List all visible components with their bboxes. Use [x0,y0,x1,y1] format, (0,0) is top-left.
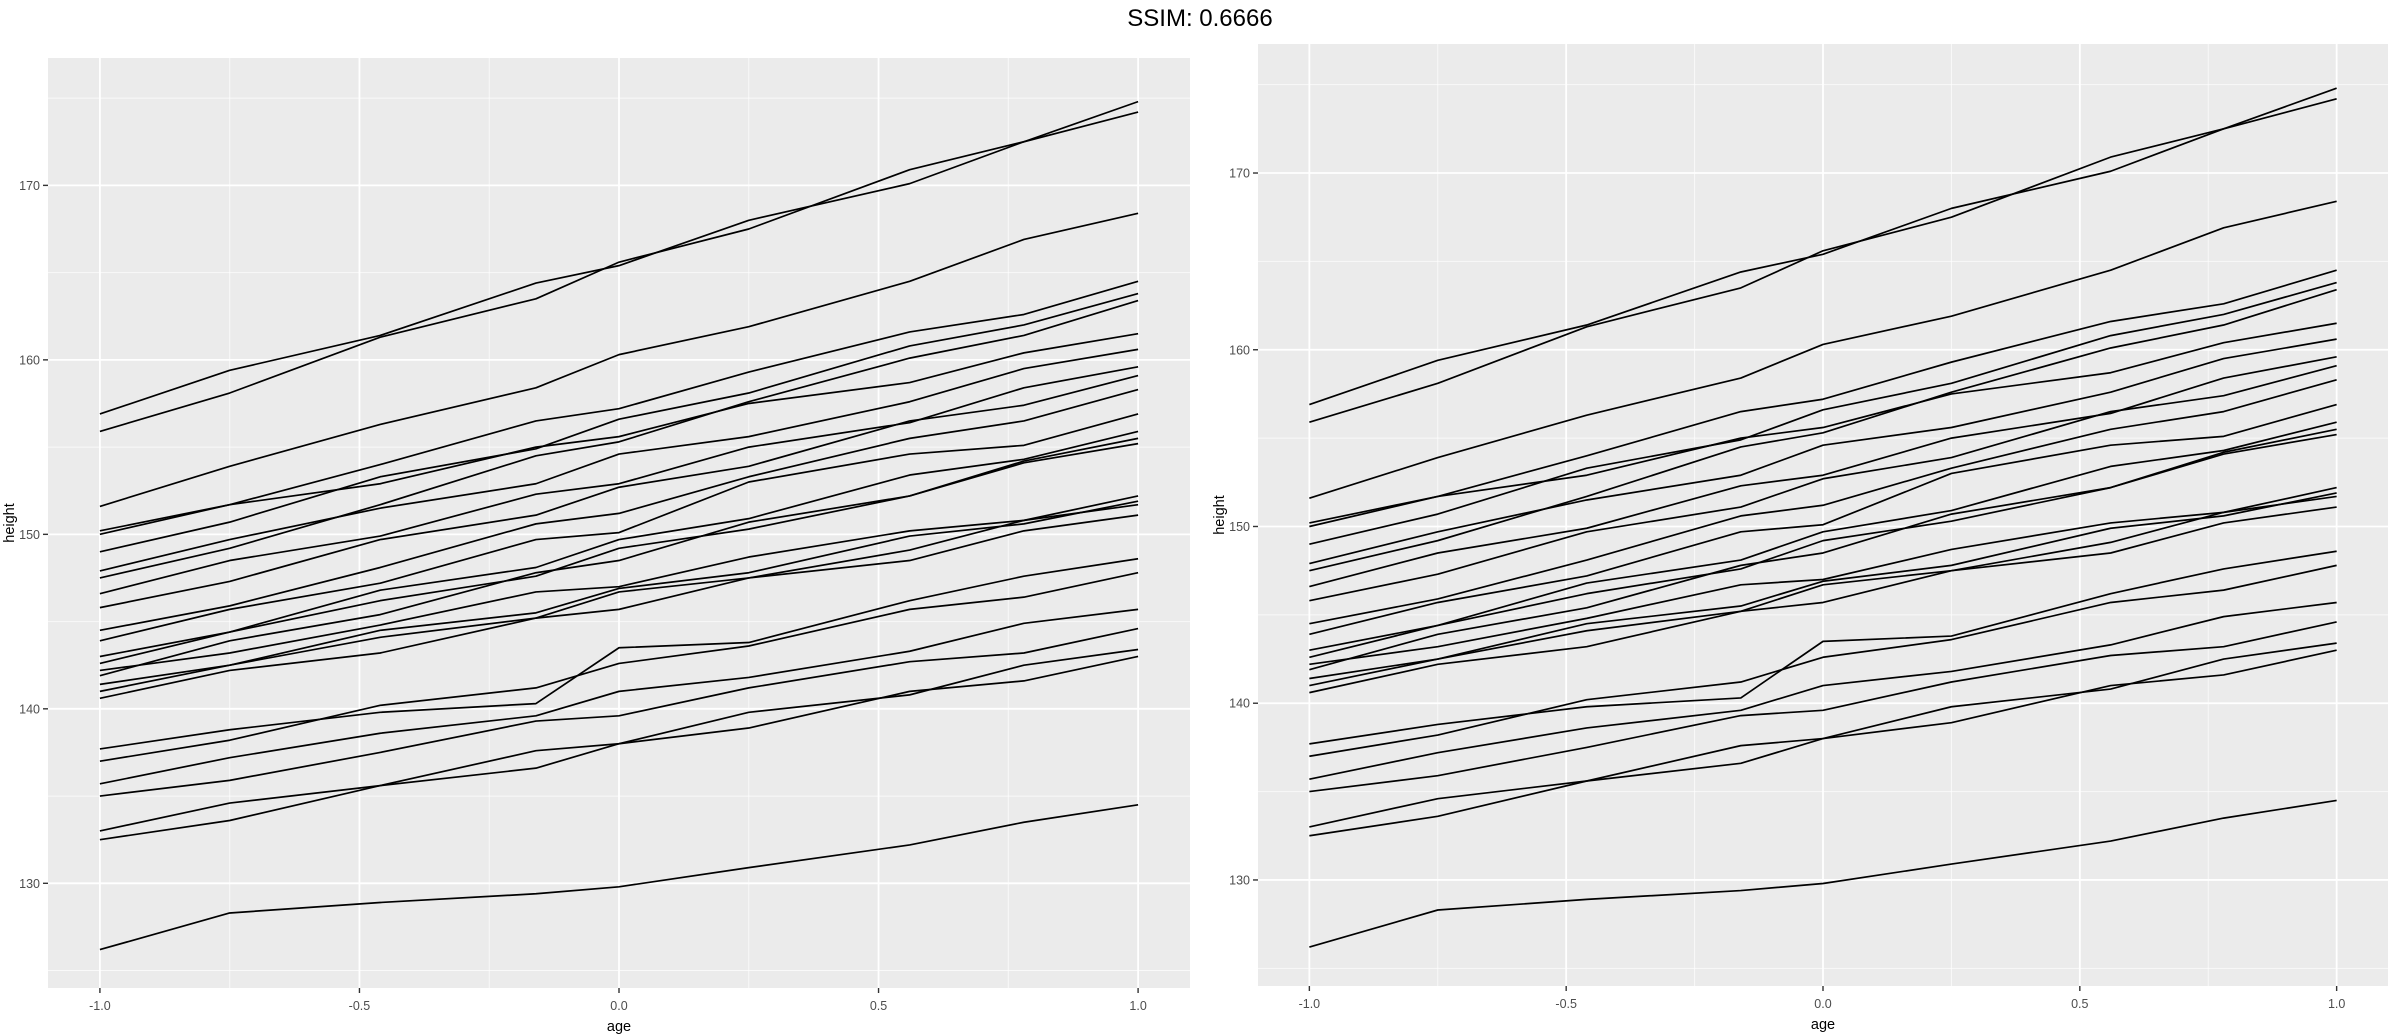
y-tick-label: 150 [1229,520,1250,534]
series-line [1309,564,2337,758]
series-line [1309,322,2337,528]
series-line [1309,621,2337,793]
y-tick-label: 170 [19,179,40,193]
x-tick-label: 0.5 [870,999,887,1013]
x-tick-label: 0.5 [2071,997,2088,1011]
series-line [99,111,1139,415]
series-line [1309,421,2337,652]
series-line [99,366,1139,595]
y-tick-label: 130 [1229,873,1250,887]
y-tick-label: 140 [19,702,40,716]
x-axis-title: age [1811,1017,1835,1033]
series-line [99,514,1139,700]
series-line [99,299,1139,579]
series-line [99,495,1139,672]
series-line [99,627,1139,797]
series-line [99,413,1139,642]
x-tick-label: -0.5 [1555,997,1577,1011]
y-axis-title: height [2,503,18,543]
series-line [1309,200,2337,500]
y-tick-label: 140 [1229,697,1250,711]
series-line [99,430,1139,658]
series-line [99,212,1139,508]
series-line [1309,269,2337,524]
left-chart: -1.0 -0.5 0.0 0.5 1.0 130 140 150 160 170 age heigh… [2,58,1190,1034]
y-tick-label: 170 [1229,167,1250,181]
series-line [1309,433,2337,659]
series-line [1309,288,2337,572]
series-line [1309,364,2337,602]
series-line [99,503,1139,693]
series-line [99,803,1139,951]
series-line [99,437,1139,677]
series-line [99,332,1139,536]
series-line [99,374,1139,609]
series-line [1309,601,2337,781]
x-axis-title: age [607,1019,631,1034]
series-line [1309,355,2337,588]
series-line [99,280,1139,532]
series-line [1309,378,2337,625]
series-line [1309,97,2337,406]
series-line [99,100,1139,433]
series-line [1309,649,2337,837]
series-line [99,655,1139,841]
series-line [1309,799,2337,948]
y-tick-label: 160 [19,353,40,367]
series-line [1309,338,2337,565]
x-tick-label: 1.0 [1129,999,1146,1013]
x-tick-label: 0.0 [1814,997,1831,1011]
series-line [99,608,1139,785]
y-tick-label: 150 [19,528,40,542]
x-tick-label: -1.0 [1299,997,1321,1011]
series-line [99,292,1139,553]
series-line [1309,506,2337,694]
x-tick-label: -1.0 [89,999,111,1013]
series-line [99,388,1139,632]
series-line [99,500,1139,686]
series-line [1309,495,2337,687]
figure-title: SSIM: 0.6666 [1127,5,1273,32]
series-line [1309,281,2337,545]
series-line [99,348,1139,572]
right-chart: -1.0 -0.5 0.0 0.5 1.0 130 140 150 160 170 age heigh… [1212,44,2388,1033]
x-tick-label: 0.0 [610,999,627,1013]
series-line [1309,486,2337,666]
x-tick-label: 1.0 [2328,997,2345,1011]
x-tick-label: -0.5 [349,999,371,1013]
series-line [1309,550,2337,745]
y-tick-label: 160 [1229,343,1250,357]
series-line [99,442,1139,665]
series-line [1309,87,2337,424]
series-line [99,557,1139,750]
y-axis-title: height [1212,495,1228,535]
series-line [1309,492,2337,680]
series-line [99,571,1139,763]
series-line [1309,428,2337,671]
y-tick-label: 130 [19,877,40,891]
series-line [1309,403,2337,636]
